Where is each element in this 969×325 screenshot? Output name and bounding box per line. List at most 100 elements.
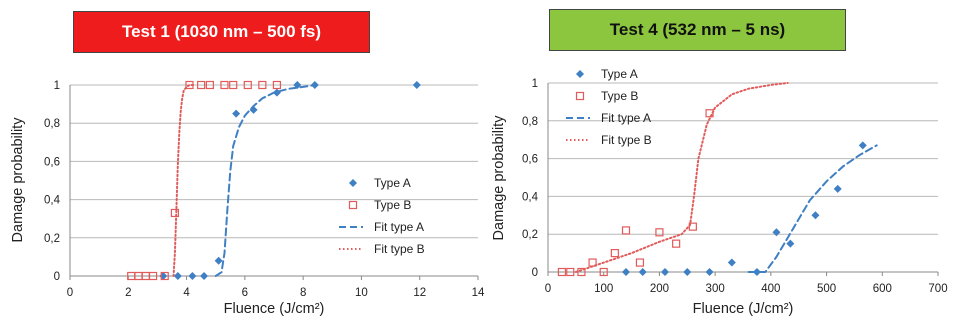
data-point [705, 268, 714, 276]
x-axis-title: Fluence (J/cm²) [224, 301, 325, 317]
data-point [243, 80, 252, 90]
fit-line [214, 84, 316, 277]
legend-label: Type B [601, 89, 638, 103]
series-type-a [159, 81, 421, 280]
y-tick-label: 0,8 [522, 116, 538, 128]
legend-swatch [576, 70, 584, 78]
legend: Type A Type B Fit type A Fit type B [339, 176, 425, 256]
data-point [220, 80, 229, 90]
x-tick-label: 6 [242, 287, 248, 299]
series-type-a [622, 141, 867, 276]
data-point [566, 267, 575, 277]
y-axis-title: Damage probability [10, 117, 26, 243]
x-axis-title: Fluence (J/cm²) [693, 301, 794, 317]
x-tick-label: 10 [355, 287, 368, 299]
data-point [683, 268, 692, 276]
y-tick-label: 0,6 [44, 156, 60, 168]
y-axis-title: Damage probability [491, 115, 507, 241]
x-tick-label: 14 [472, 287, 485, 299]
legend-label: Type A [374, 176, 411, 190]
legend-swatch [349, 179, 357, 187]
y-tick-label: 0 [532, 267, 538, 279]
data-point [412, 81, 421, 89]
legend-swatch [348, 200, 358, 210]
data-point [258, 80, 267, 90]
data-point [229, 80, 238, 90]
y-tick-label: 0,2 [522, 229, 538, 241]
chart-1-title-badge: Test 1 (1030 nm – 500 fs) [73, 11, 370, 53]
y-tick-label: 1 [54, 80, 60, 92]
series-fit-type-b [172, 84, 197, 277]
legend-label: Fit type A [601, 111, 651, 125]
chart-2: 0 0,2 0,4 0,6 0,8 1 0 100 200 300 400 500 600 700 Flue… [491, 67, 948, 317]
data-point [232, 109, 241, 118]
data-point [159, 272, 168, 280]
chart-2-title-badge: Test 4 (532 nm – 5 ns) [549, 9, 846, 51]
data-point [214, 256, 223, 265]
y-tick-label: 0,4 [522, 191, 539, 203]
data-point [661, 268, 669, 276]
x-tick-label: 600 [873, 283, 892, 295]
y-tick-label: 0,6 [522, 154, 538, 166]
fit-line [574, 82, 789, 273]
x-tick-label: 2 [125, 287, 131, 299]
x-tick-label: 400 [761, 283, 780, 295]
data-point [635, 258, 645, 267]
data-point [173, 272, 182, 280]
data-point [272, 80, 282, 90]
data-point [599, 267, 608, 277]
data-point [811, 211, 820, 220]
data-point [655, 228, 664, 237]
y-tick-label: 0,2 [44, 233, 60, 245]
x-tick-label: 500 [817, 283, 836, 295]
legend-label: Fit type A [374, 220, 424, 234]
data-point [672, 239, 681, 248]
series-fit-type-b [574, 82, 789, 273]
data-point [205, 80, 214, 90]
x-tick-label: 200 [650, 283, 669, 295]
data-point [148, 271, 158, 281]
data-point [557, 267, 567, 277]
data-point [833, 184, 842, 193]
legend-label: Type B [374, 198, 411, 212]
data-point [727, 258, 736, 267]
data-point [621, 226, 631, 235]
data-point [160, 271, 169, 281]
series-type-b [127, 80, 282, 281]
series-fit-type-a [214, 84, 316, 277]
data-point [786, 239, 795, 248]
data-point [610, 249, 619, 258]
legend-label: Type A [601, 67, 638, 81]
y-tick-label: 0 [54, 271, 60, 283]
x-tick-label: 12 [413, 287, 426, 299]
x-tick-label: 4 [183, 287, 190, 299]
legend-label: Fit type B [374, 242, 425, 256]
data-point [638, 268, 647, 276]
legend-label: Fit type B [601, 133, 652, 147]
x-tick-label: 0 [67, 287, 73, 299]
data-point [197, 80, 206, 90]
x-tick-label: 8 [300, 287, 306, 299]
legend-swatch [575, 91, 585, 101]
y-tick-label: 1 [532, 78, 538, 90]
data-point [858, 141, 867, 150]
data-point [688, 222, 697, 231]
data-point [188, 272, 197, 280]
x-tick-label: 700 [928, 283, 947, 295]
x-tick-label: 100 [594, 283, 613, 295]
data-point [772, 228, 781, 237]
fit-line [747, 144, 878, 273]
legend: Type A Type B Fit type A Fit type B [566, 67, 652, 147]
data-point [752, 268, 761, 276]
fit-line [172, 84, 197, 277]
data-point [170, 208, 180, 218]
series-fit-type-a [747, 144, 878, 273]
data-point [622, 268, 630, 276]
x-tick-label: 300 [706, 283, 725, 295]
y-tick-label: 0,8 [44, 118, 60, 130]
y-tick-label: 0,4 [44, 195, 61, 207]
data-point [200, 272, 209, 280]
x-tick-label: 0 [545, 283, 551, 295]
